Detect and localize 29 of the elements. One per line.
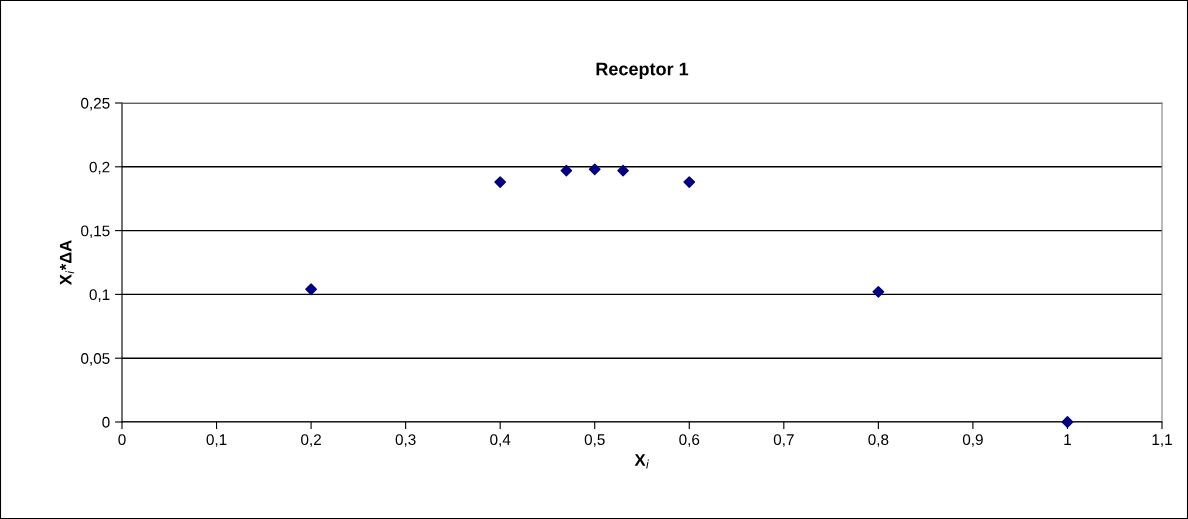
- point: [872, 285, 885, 298]
- y-tick-label: 0,25: [81, 97, 110, 111]
- point: [560, 164, 573, 177]
- x-axis-title: X$_{i}$: [634, 454, 649, 469]
- y-tick-label: 0,15: [81, 225, 110, 239]
- y-tick-label: 0,2: [89, 161, 110, 175]
- x-tick-label: 0,7: [773, 434, 794, 447]
- point: [588, 163, 601, 176]
- x-tick-label: 0,2: [301, 434, 321, 447]
- y-tick-label: 0: [102, 416, 110, 428]
- x-tick-label: 0,4: [490, 434, 511, 447]
- y-tick-label: 0,1: [89, 289, 110, 302]
- x-tick-label: 1: [1064, 434, 1071, 445]
- chart-title: Receptor 1: [596, 62, 689, 79]
- point: [683, 176, 696, 189]
- x-tick-label: 0: [118, 434, 126, 446]
- point: [494, 176, 507, 189]
- y-axis-title: X$_{i}$*ΔA: [59, 240, 75, 286]
- x-tick-label: 1,1: [1152, 434, 1172, 447]
- x-tick-label: 0,5: [584, 434, 605, 447]
- point: [305, 283, 317, 296]
- x-tick-label: 0,1: [206, 434, 227, 447]
- y-tick-label: 0,05: [81, 353, 110, 366]
- x-tick-label: 0,8: [868, 434, 889, 447]
- point: [617, 164, 629, 177]
- x-tick-label: 0,3: [395, 434, 416, 447]
- x-tick-label: 0,6: [679, 434, 700, 447]
- x-tick-label: 0,9: [962, 434, 983, 447]
- point: [1061, 416, 1074, 428]
